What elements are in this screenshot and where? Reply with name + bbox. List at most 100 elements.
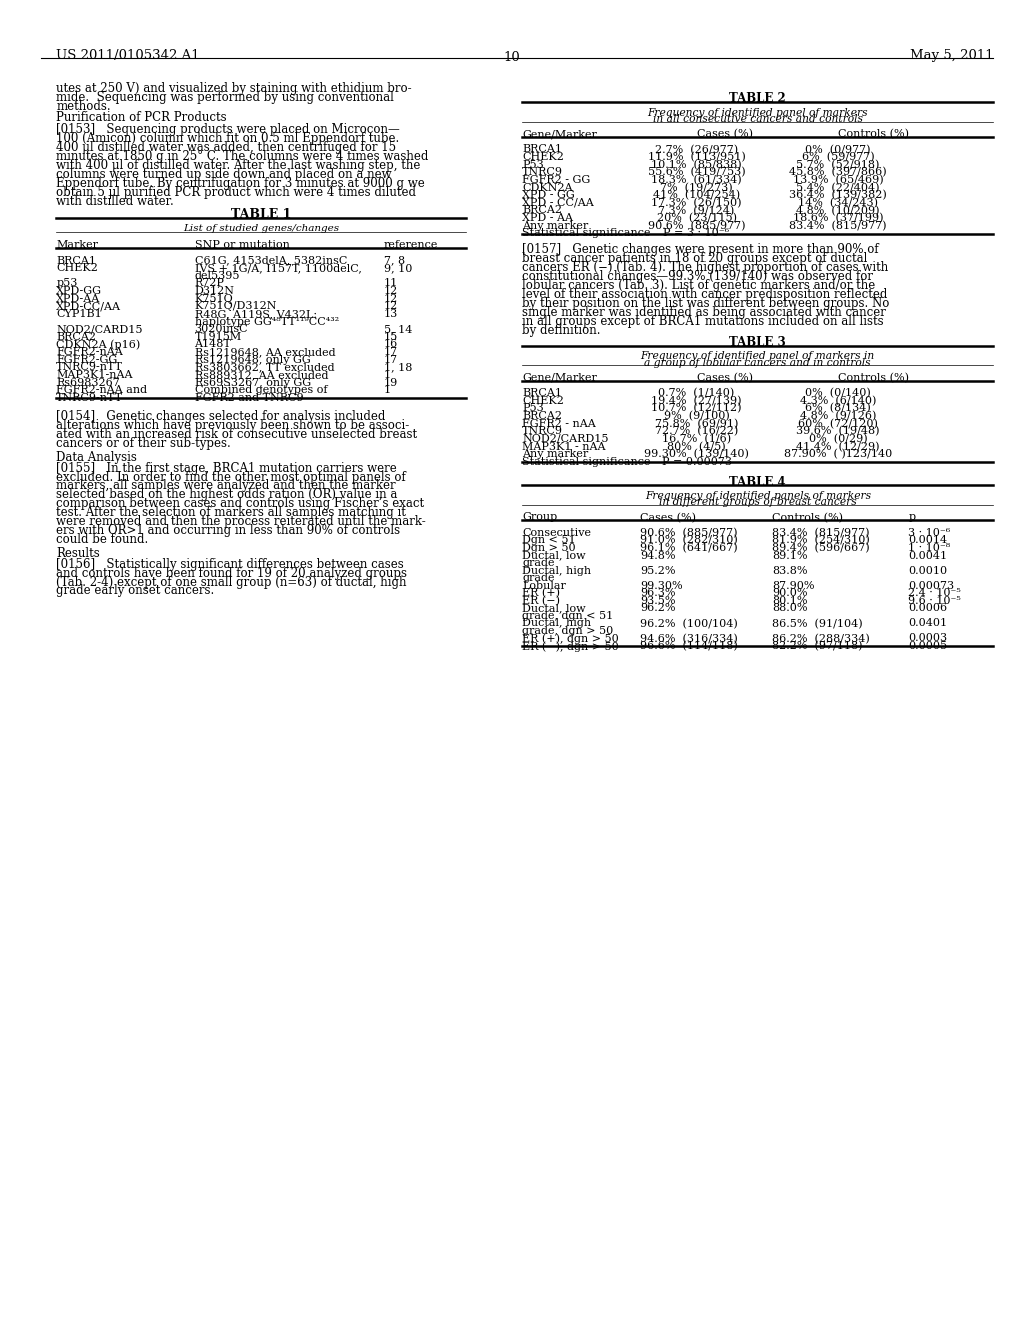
Text: methods.: methods. bbox=[56, 100, 111, 112]
Text: 9.6 · 10⁻⁵: 9.6 · 10⁻⁵ bbox=[908, 595, 962, 606]
Text: 5, 14: 5, 14 bbox=[384, 325, 413, 334]
Text: Combined genotypes of: Combined genotypes of bbox=[195, 385, 327, 395]
Text: Rs6983267: Rs6983267 bbox=[56, 378, 120, 388]
Text: 93.5%: 93.5% bbox=[640, 595, 676, 606]
Text: 0.0005: 0.0005 bbox=[908, 642, 947, 651]
Text: Frequency of identified panels of markers: Frequency of identified panels of marker… bbox=[645, 491, 870, 500]
Text: 96.2%  (100/104): 96.2% (100/104) bbox=[640, 619, 737, 628]
Text: Frequency of identified panel of markers in: Frequency of identified panel of markers… bbox=[641, 351, 874, 362]
Text: constitutional changes—99.3% (139/140) was observed for: constitutional changes—99.3% (139/140) w… bbox=[522, 269, 873, 282]
Text: 72.7%  (16/22): 72.7% (16/22) bbox=[655, 426, 738, 437]
Text: ers with OR>1 and occurring in less than 90% of controls: ers with OR>1 and occurring in less than… bbox=[56, 524, 400, 537]
Text: selected based on the highest odds ration (OR) value in a: selected based on the highest odds ratio… bbox=[56, 488, 397, 502]
Text: BRCA1: BRCA1 bbox=[522, 388, 562, 399]
Text: 2.7%  (26/977): 2.7% (26/977) bbox=[655, 144, 738, 154]
Text: p53: p53 bbox=[56, 279, 78, 288]
Text: 1, 18: 1, 18 bbox=[384, 363, 413, 372]
Text: MAP3K1-nAA: MAP3K1-nAA bbox=[56, 370, 133, 380]
Text: XPD - AA: XPD - AA bbox=[522, 213, 573, 223]
Text: CHEK2: CHEK2 bbox=[522, 152, 564, 162]
Text: 90.6%  (885/977): 90.6% (885/977) bbox=[648, 220, 745, 231]
Text: 86.2%  (288/334): 86.2% (288/334) bbox=[772, 634, 869, 644]
Text: Rs3803662, TT excluded: Rs3803662, TT excluded bbox=[195, 363, 334, 372]
Text: 0.0401: 0.0401 bbox=[908, 619, 947, 628]
Text: Frequency of identified panel of markers: Frequency of identified panel of markers bbox=[647, 108, 868, 117]
Text: FGFR2 - GG: FGFR2 - GG bbox=[522, 176, 591, 185]
Text: BRCA2: BRCA2 bbox=[522, 206, 562, 215]
Text: TNRC9-nTT: TNRC9-nTT bbox=[56, 393, 123, 403]
Text: TNRC9: TNRC9 bbox=[522, 168, 563, 177]
Text: 19: 19 bbox=[384, 378, 398, 388]
Text: 0.0041: 0.0041 bbox=[908, 550, 947, 561]
Text: 9, 10: 9, 10 bbox=[384, 263, 413, 273]
Text: A148T: A148T bbox=[195, 339, 231, 350]
Text: 99.30%  (139/140): 99.30% (139/140) bbox=[644, 449, 749, 459]
Text: ER (+), dgn > 50: ER (+), dgn > 50 bbox=[522, 634, 618, 644]
Text: K751Q/D312N: K751Q/D312N bbox=[195, 301, 278, 312]
Text: 0.0003: 0.0003 bbox=[908, 634, 947, 643]
Text: T1915M: T1915M bbox=[195, 331, 242, 342]
Text: Group: Group bbox=[522, 512, 557, 523]
Text: FGFR2 and TNRC9: FGFR2 and TNRC9 bbox=[195, 393, 303, 403]
Text: 94.6%  (316/334): 94.6% (316/334) bbox=[640, 634, 737, 644]
Text: 10.1%  (85/838): 10.1% (85/838) bbox=[651, 160, 741, 170]
Text: 2.4 · 10⁻⁵: 2.4 · 10⁻⁵ bbox=[908, 589, 962, 598]
Text: breast cancer patients in 18 of 20 groups except of ductal: breast cancer patients in 18 of 20 group… bbox=[522, 252, 867, 265]
Text: single marker was identified as being associated with cancer: single marker was identified as being as… bbox=[522, 306, 886, 318]
Text: MAP3K1 - nAA: MAP3K1 - nAA bbox=[522, 442, 606, 451]
Text: Gene/Marker: Gene/Marker bbox=[522, 374, 597, 383]
Text: reference: reference bbox=[384, 240, 438, 249]
Text: level of their association with cancer predisposition reflected: level of their association with cancer p… bbox=[522, 288, 888, 301]
Text: 82.2%  (97/118): 82.2% (97/118) bbox=[772, 642, 862, 651]
Text: grade, dgn > 50: grade, dgn > 50 bbox=[522, 626, 613, 636]
Text: 83.8%: 83.8% bbox=[772, 565, 807, 576]
Text: 100 (Amicon) column which fit on 0.5 ml Eppendorf tube.: 100 (Amicon) column which fit on 0.5 ml … bbox=[56, 132, 399, 145]
Text: CHEK2: CHEK2 bbox=[56, 263, 98, 273]
Text: 96.2%: 96.2% bbox=[640, 603, 676, 614]
Text: 89.1%: 89.1% bbox=[772, 550, 807, 561]
Text: by their position on the list was different between groups. No: by their position on the list was differ… bbox=[522, 297, 890, 310]
Text: FGFR2-nAA: FGFR2-nAA bbox=[56, 347, 123, 358]
Text: Gene/Marker: Gene/Marker bbox=[522, 129, 597, 139]
Text: R48G, A119S, V432L:: R48G, A119S, V432L: bbox=[195, 309, 316, 319]
Text: BRCA1: BRCA1 bbox=[522, 144, 562, 154]
Text: CHEK2: CHEK2 bbox=[522, 396, 564, 405]
Text: excluded. In order to find the other most optimal panels of: excluded. In order to find the other mos… bbox=[56, 470, 407, 483]
Text: 13.9%  (65/469): 13.9% (65/469) bbox=[793, 176, 883, 185]
Text: 75.8%  (69/91): 75.8% (69/91) bbox=[654, 418, 738, 429]
Text: Cases (%): Cases (%) bbox=[696, 129, 753, 140]
Text: US 2011/0105342 A1: US 2011/0105342 A1 bbox=[56, 49, 200, 62]
Text: XPD-CC/AA: XPD-CC/AA bbox=[56, 301, 121, 312]
Text: 400 μl distilled water was added, then centrifuged for 15: 400 μl distilled water was added, then c… bbox=[56, 141, 396, 154]
Text: 5.7%  (52/918): 5.7% (52/918) bbox=[796, 160, 880, 170]
Text: ER (−), dgn > 50: ER (−), dgn > 50 bbox=[522, 642, 618, 652]
Text: markers, all samples were analyzed and then the marker: markers, all samples were analyzed and t… bbox=[56, 479, 396, 492]
Text: cancers or of their sub-types.: cancers or of their sub-types. bbox=[56, 437, 231, 450]
Text: mide.  Sequencing was performed by using conventional: mide. Sequencing was performed by using … bbox=[56, 91, 394, 104]
Text: obtain 5 μl purified PCR product which were 4 times diluted: obtain 5 μl purified PCR product which w… bbox=[56, 186, 417, 199]
Text: 0.00073: 0.00073 bbox=[908, 581, 954, 590]
Text: SNP or mutation: SNP or mutation bbox=[195, 240, 290, 249]
Text: 17: 17 bbox=[384, 347, 398, 358]
Text: 4.8%  (10/209): 4.8% (10/209) bbox=[796, 206, 880, 215]
Text: 87.90%: 87.90% bbox=[772, 581, 814, 590]
Text: 6%  (59/977): 6% (59/977) bbox=[802, 152, 874, 162]
Text: 60%  (72/120): 60% (72/120) bbox=[798, 418, 878, 429]
Text: 7.3%  (9/124): 7.3% (9/124) bbox=[658, 206, 734, 215]
Text: Controls (%): Controls (%) bbox=[838, 129, 909, 140]
Text: Lobular: Lobular bbox=[522, 581, 566, 590]
Text: 14%  (34/243): 14% (34/243) bbox=[798, 198, 878, 209]
Text: 10: 10 bbox=[504, 51, 520, 65]
Text: CDKN2A: CDKN2A bbox=[522, 182, 572, 193]
Text: 88.0%: 88.0% bbox=[772, 603, 807, 614]
Text: BRCA2: BRCA2 bbox=[56, 331, 96, 342]
Text: Ductal, high: Ductal, high bbox=[522, 565, 592, 576]
Text: 12: 12 bbox=[384, 286, 398, 296]
Text: FGFR2-GG: FGFR2-GG bbox=[56, 355, 118, 364]
Text: del5395: del5395 bbox=[195, 271, 240, 281]
Text: Eppendorf tube. By centrifugation for 3 minutes at 9000 g we: Eppendorf tube. By centrifugation for 3 … bbox=[56, 177, 425, 190]
Text: Rs69S3267, only GG: Rs69S3267, only GG bbox=[195, 378, 310, 388]
Text: with 400 μl of distilled water. After the last washing step, the: with 400 μl of distilled water. After th… bbox=[56, 158, 421, 172]
Text: 4.3%  (6/140): 4.3% (6/140) bbox=[800, 396, 876, 407]
Text: ated with an increased risk of consecutive unselected breast: ated with an increased risk of consecuti… bbox=[56, 428, 418, 441]
